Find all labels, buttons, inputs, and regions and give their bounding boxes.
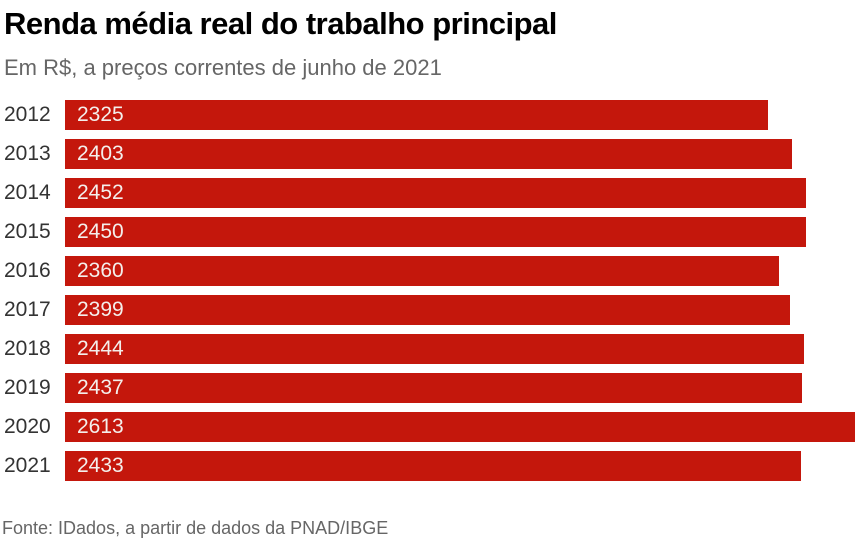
bar-track: 2403: [65, 138, 855, 169]
chart-row: 2012 2325: [0, 99, 855, 130]
bar-value-label: 2360: [77, 258, 124, 282]
bar-value-label: 2433: [77, 453, 124, 477]
year-label: 2017: [4, 297, 51, 321]
chart-row: 2016 2360: [0, 255, 855, 286]
source-note: Fonte: IDados, a partir de dados da PNAD…: [2, 518, 389, 538]
bar-value-label: 2437: [77, 375, 124, 399]
bar-track: 2450: [65, 216, 855, 247]
bar-value-label: 2403: [77, 141, 124, 165]
bar: 2450: [65, 216, 806, 247]
bar: 2399: [65, 294, 791, 325]
year-label: 2018: [4, 336, 51, 360]
chart-row: 2013 2403: [0, 138, 855, 169]
year-label: 2019: [4, 375, 51, 399]
bar-value-label: 2613: [77, 414, 124, 438]
bar-value-label: 2399: [77, 297, 124, 321]
bar-track: 2437: [65, 372, 855, 403]
year-label: 2015: [4, 219, 51, 243]
bar: 2403: [65, 138, 792, 169]
bar: 2452: [65, 177, 807, 208]
bar-chart: 2012 2325 2013 2403 2014 2452 2015 2450 2016 2360…: [0, 99, 867, 481]
bar: 2433: [65, 450, 801, 481]
bar-track: 2613: [65, 411, 855, 442]
bar-track: 2360: [65, 255, 855, 286]
bar-value-label: 2452: [77, 180, 124, 204]
chart-row: 2020 2613: [0, 411, 855, 442]
bar: 2613: [65, 411, 855, 442]
bar-value-label: 2325: [77, 102, 124, 126]
year-label: 2016: [4, 258, 51, 282]
bar: 2444: [65, 333, 804, 364]
bar-value-label: 2450: [77, 219, 124, 243]
chart-row: 2018 2444: [0, 333, 855, 364]
year-label: 2021: [4, 453, 51, 477]
chart-row: 2019 2437: [0, 372, 855, 403]
chart-row: 2021 2433: [0, 450, 855, 481]
chart-row: 2015 2450: [0, 216, 855, 247]
chart-subtitle: Em R$, a preços correntes de junho de 20…: [4, 54, 442, 80]
chart-row: 2014 2452: [0, 177, 855, 208]
chart-title: Renda média real do trabalho principal: [4, 6, 557, 41]
bar-track: 2325: [65, 99, 855, 130]
bar-track: 2444: [65, 333, 855, 364]
bar: 2360: [65, 255, 779, 286]
year-label: 2014: [4, 180, 51, 204]
bar-track: 2433: [65, 450, 855, 481]
bar: 2325: [65, 99, 768, 130]
year-label: 2013: [4, 141, 51, 165]
bar-value-label: 2444: [77, 336, 124, 360]
year-label: 2012: [4, 102, 51, 126]
bar-track: 2399: [65, 294, 855, 325]
chart-row: 2017 2399: [0, 294, 855, 325]
bar: 2437: [65, 372, 802, 403]
year-label: 2020: [4, 414, 51, 438]
bar-track: 2452: [65, 177, 855, 208]
